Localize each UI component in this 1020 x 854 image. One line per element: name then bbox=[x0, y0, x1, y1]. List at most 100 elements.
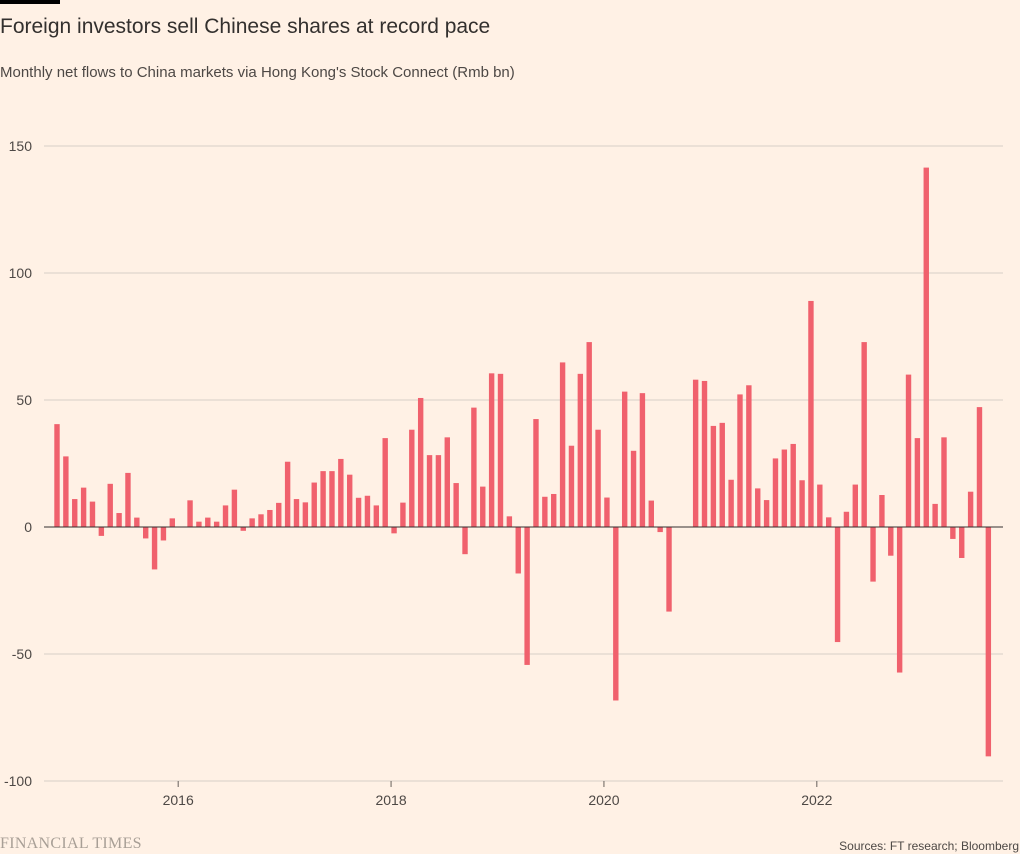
bar bbox=[143, 527, 149, 539]
bar bbox=[799, 480, 805, 527]
x-tick-label: 2020 bbox=[588, 792, 619, 808]
x-tick-label: 2022 bbox=[801, 792, 832, 808]
bar bbox=[604, 497, 610, 527]
bar bbox=[54, 424, 60, 527]
bar bbox=[905, 374, 912, 527]
bar bbox=[480, 486, 486, 527]
bar bbox=[497, 373, 504, 527]
bar bbox=[923, 167, 929, 527]
bar bbox=[621, 391, 628, 527]
bar bbox=[72, 499, 78, 527]
bar bbox=[329, 471, 335, 527]
ft-logo: FINANCIAL TIMES bbox=[0, 835, 142, 852]
bar bbox=[568, 445, 575, 527]
bar bbox=[293, 499, 300, 527]
bar bbox=[426, 455, 433, 527]
bar bbox=[488, 373, 495, 527]
bar bbox=[817, 484, 823, 527]
bar bbox=[89, 501, 96, 527]
bar bbox=[595, 429, 601, 527]
bar bbox=[719, 422, 725, 527]
bar bbox=[746, 385, 752, 527]
bar bbox=[302, 502, 309, 527]
bar bbox=[896, 527, 903, 673]
bar bbox=[125, 472, 131, 527]
bar bbox=[453, 483, 459, 527]
ft-brand-bar bbox=[0, 0, 60, 4]
bar bbox=[870, 527, 876, 582]
bar bbox=[666, 527, 672, 612]
y-tick-label: 150 bbox=[9, 138, 33, 154]
bar bbox=[409, 429, 415, 527]
bar bbox=[533, 419, 539, 527]
bar bbox=[80, 487, 87, 527]
bar bbox=[967, 491, 974, 527]
bar bbox=[542, 496, 548, 527]
bar bbox=[613, 527, 619, 701]
bar bbox=[382, 438, 388, 527]
bar bbox=[914, 438, 921, 527]
bar bbox=[888, 527, 894, 556]
bar bbox=[116, 513, 122, 527]
bar bbox=[240, 527, 246, 531]
bar bbox=[347, 474, 353, 527]
bar bbox=[373, 505, 380, 527]
bar bbox=[417, 397, 424, 527]
bar bbox=[196, 521, 202, 527]
bar bbox=[834, 527, 841, 643]
chart-subtitle: Monthly net flows to China markets via H… bbox=[0, 64, 515, 81]
bar bbox=[258, 514, 264, 527]
bar bbox=[400, 502, 406, 527]
x-tick-label: 2018 bbox=[375, 792, 406, 808]
bar bbox=[391, 527, 397, 534]
gridlines bbox=[44, 145, 1003, 782]
bar bbox=[559, 362, 566, 527]
bar bbox=[781, 449, 788, 527]
bar bbox=[222, 505, 229, 527]
bar bbox=[737, 394, 743, 527]
bar bbox=[320, 471, 326, 527]
bar bbox=[249, 518, 255, 527]
bar bbox=[657, 527, 663, 533]
bar bbox=[515, 527, 521, 574]
bar bbox=[364, 495, 371, 527]
bar bbox=[506, 516, 513, 527]
bar bbox=[160, 527, 167, 541]
bar bbox=[98, 527, 105, 536]
bar bbox=[825, 517, 832, 527]
bar bbox=[763, 500, 770, 527]
y-tick-label: 100 bbox=[9, 265, 33, 281]
bar bbox=[134, 517, 140, 527]
bar bbox=[63, 456, 69, 527]
bar bbox=[462, 527, 468, 555]
bar bbox=[701, 380, 708, 527]
bar bbox=[311, 482, 317, 527]
bar bbox=[169, 518, 176, 527]
bar bbox=[107, 483, 113, 527]
bar bbox=[950, 527, 956, 539]
bar bbox=[639, 393, 646, 527]
bar bbox=[338, 458, 344, 527]
bar bbox=[959, 527, 965, 558]
bar bbox=[435, 455, 442, 527]
bar bbox=[755, 488, 761, 527]
bar bbox=[985, 527, 992, 757]
bar bbox=[861, 342, 867, 527]
chart-title: Foreign investors sell Chinese shares at… bbox=[0, 15, 491, 38]
bar bbox=[213, 521, 220, 527]
bar bbox=[630, 450, 637, 527]
bar bbox=[524, 527, 530, 665]
x-tick-label: 2016 bbox=[163, 792, 194, 808]
bar bbox=[976, 407, 983, 527]
source-note: Sources: FT research; Bloomberg bbox=[839, 839, 1019, 853]
bar bbox=[648, 500, 654, 527]
bar bbox=[586, 342, 592, 527]
y-tick-label: 50 bbox=[16, 392, 32, 408]
bar bbox=[932, 503, 938, 527]
bar bbox=[444, 437, 450, 527]
bar bbox=[231, 489, 238, 527]
y-tick-label: 0 bbox=[24, 519, 32, 535]
bar bbox=[710, 425, 717, 527]
bar bbox=[790, 443, 796, 527]
bar bbox=[577, 373, 584, 527]
